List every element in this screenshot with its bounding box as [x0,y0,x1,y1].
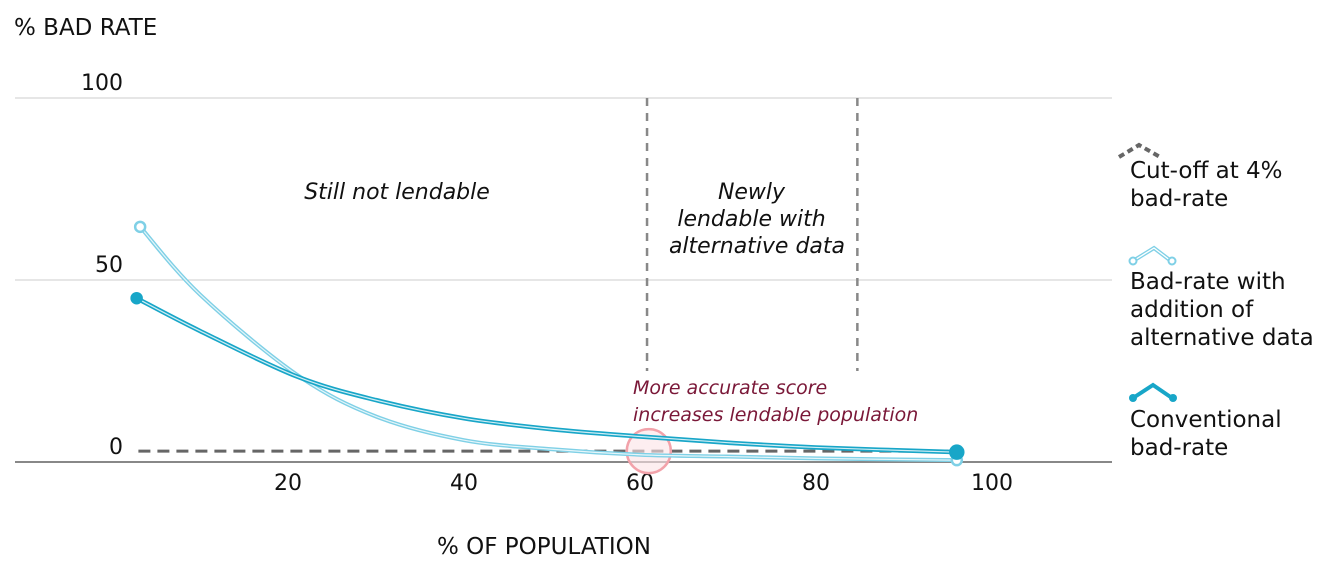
x-tick-label: 60 [626,471,654,496]
annotation-accurate-score: More accurate score increases lendable p… [633,377,918,426]
legend-text: addition of [1130,297,1254,323]
y-axis-title: % BAD RATE [14,15,157,41]
legend-text: Bad-rate with [1130,269,1286,295]
x-tick-label: 100 [971,471,1013,496]
legend-text: bad-rate [1130,186,1228,212]
x-tick-label: 80 [802,471,830,496]
x-tick-label: 40 [450,471,478,496]
legend-text: alternative data [1130,325,1314,351]
legend-conventional-icon [1129,382,1177,402]
legend-alternative-icon [1128,245,1177,266]
conventional-start-point [130,291,143,305]
label-still-not-lendable: Still not lendable [304,180,490,205]
legend-cutoff-label: Cut-off at 4% bad-rate [1130,158,1290,212]
newly-lendable-line: Newly [718,180,786,205]
legend-text: Cut-off at 4% [1130,158,1283,184]
newly-lendable-line: lendable with [677,207,825,232]
legend: Cut-off at 4% bad-rate Bad-rate with add… [1117,142,1314,461]
alternative-start-point [133,220,147,234]
y-tick-label: 50 [95,253,123,278]
y-tick-label: 100 [81,71,123,96]
x-axis-title: % OF POPULATION [437,534,651,560]
legend-cutoff-icon [1117,142,1161,159]
legend-alternative-label: Bad-rate with addition of alternative da… [1130,269,1314,351]
legend-text: bad-rate [1130,435,1228,461]
conventional-line-highlight [136,297,957,453]
legend-conventional-label: Conventional bad-rate [1130,407,1289,461]
label-newly-lendable: Newly lendable with alternative data [669,180,845,259]
y-tick-label: 0 [109,435,123,460]
alternative-line-highlight [139,226,957,461]
annotation-line: increases lendable population [633,404,918,426]
newly-lendable-line: alternative data [669,234,845,259]
x-tick-label: 20 [274,471,302,496]
annotation-line: More accurate score [633,377,827,399]
conventional-end-point [949,444,965,460]
legend-text: Conventional [1130,407,1282,433]
